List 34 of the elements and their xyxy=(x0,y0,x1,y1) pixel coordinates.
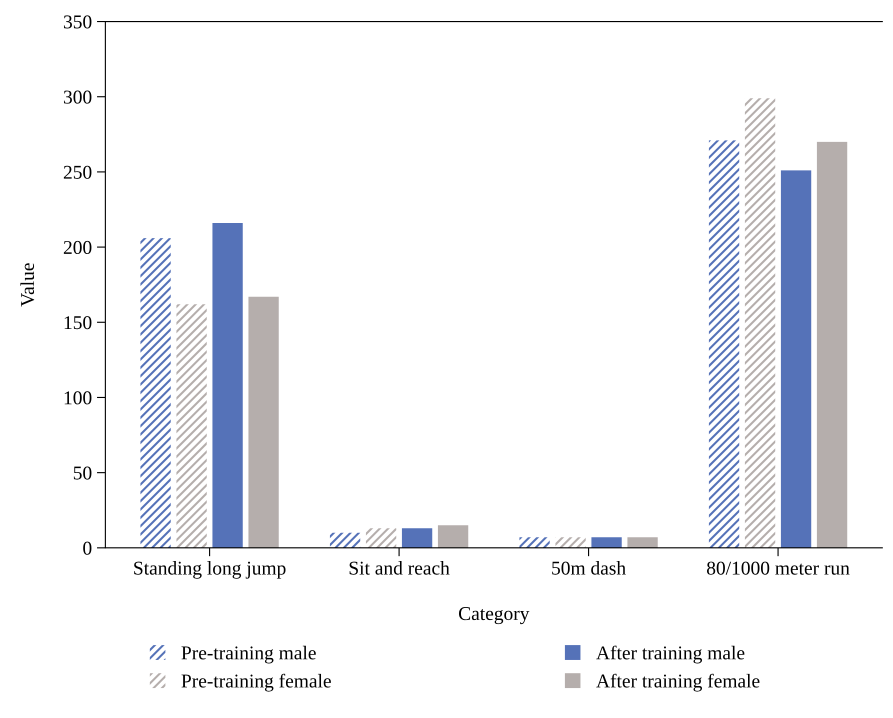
legend-label: After training male xyxy=(596,646,744,664)
bar xyxy=(780,170,812,548)
legend-label: Pre-training male xyxy=(182,646,316,664)
x-tick-label: 80/1000 meter run xyxy=(706,562,850,575)
bar xyxy=(555,537,586,548)
y-axis-title: Value xyxy=(20,263,34,307)
bar xyxy=(402,528,432,548)
bar xyxy=(212,223,243,548)
x-axis-title: Category xyxy=(458,607,530,624)
y-tick-label: 0 xyxy=(83,542,92,555)
bar xyxy=(627,537,658,548)
bar xyxy=(366,528,396,548)
bar xyxy=(708,140,740,548)
bar xyxy=(330,532,360,548)
bar xyxy=(248,296,279,548)
bar xyxy=(140,238,171,548)
y-tick-label: 150 xyxy=(64,316,92,330)
bar xyxy=(816,142,848,548)
bar xyxy=(519,537,550,548)
bar xyxy=(744,98,776,548)
bar xyxy=(176,304,207,548)
bar xyxy=(591,537,622,548)
y-tick-label: 50 xyxy=(74,466,92,480)
bar xyxy=(438,525,468,548)
x-tick-label: 50m dash xyxy=(552,561,626,575)
y-tick-label: 200 xyxy=(64,240,92,254)
y-tick-label: 350 xyxy=(64,15,92,28)
y-tick-label: 250 xyxy=(64,166,92,179)
x-tick-label: Standing long jump xyxy=(134,561,286,579)
y-tick-label: 300 xyxy=(64,90,92,104)
legend-label: Pre-training female xyxy=(182,674,331,692)
x-tick-label: Sit and reach xyxy=(350,561,450,575)
y-tick-label: 100 xyxy=(64,391,92,404)
legend-label: After training female xyxy=(596,674,760,692)
